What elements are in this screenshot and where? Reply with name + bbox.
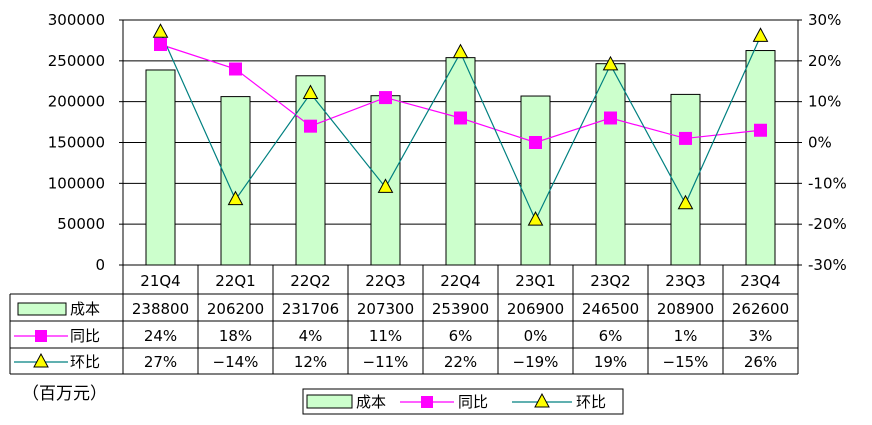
category-label: 22Q1 <box>215 272 255 290</box>
yoy-point <box>679 131 692 145</box>
left-tick-label: 300000 <box>48 11 105 29</box>
right-tick-label: 20% <box>808 52 841 70</box>
left-tick-label: 0 <box>95 256 105 274</box>
legend-key-marker <box>534 392 550 408</box>
table-value: 208900 <box>657 300 714 318</box>
line-series <box>152 23 769 226</box>
category-label: 22Q4 <box>440 272 480 290</box>
yoy-point <box>454 111 467 125</box>
data-table: 21Q4 22Q1 22Q2 22Q3 22Q4 23Q1 23Q2 23Q3 23Q4 成本 23… <box>9 265 799 375</box>
right-tick-label: -20% <box>808 215 847 233</box>
right-tick-label: 10% <box>808 93 841 111</box>
bar <box>295 75 326 266</box>
table-value: 11% <box>369 327 402 345</box>
table-value: −19% <box>513 353 559 371</box>
legend: 成本 同比 环比 <box>302 388 624 415</box>
table-value: 4% <box>299 327 323 345</box>
table-key-bar <box>17 302 67 316</box>
qoq-point <box>677 194 694 210</box>
yoy-point <box>529 136 542 149</box>
qoq-point <box>602 55 619 71</box>
legend-label: 成本 <box>356 393 386 411</box>
table-series-name: 同比 <box>70 327 100 345</box>
table-value: 26% <box>744 353 777 371</box>
table-value: −14% <box>213 353 259 371</box>
category-label: 22Q3 <box>365 272 405 290</box>
yoy-point <box>754 123 767 137</box>
table-value: 206900 <box>507 300 564 318</box>
table-value: 3% <box>749 327 773 345</box>
table-value: 6% <box>449 327 473 345</box>
legend-key-marker <box>421 396 433 408</box>
category-label: 21Q4 <box>140 272 180 290</box>
table-value: 207300 <box>357 300 414 318</box>
yoy-point <box>604 111 617 125</box>
qoq-point <box>452 43 469 59</box>
bar <box>595 63 626 266</box>
table-value: 27% <box>144 353 177 371</box>
bar <box>445 57 476 266</box>
table-value: 0% <box>524 327 548 345</box>
bar <box>520 95 551 266</box>
qoq-point <box>377 178 394 193</box>
qoq-point <box>152 23 169 38</box>
category-label: 23Q3 <box>665 272 705 290</box>
category-label: 23Q2 <box>590 272 630 290</box>
unit-label: （百万元） <box>22 384 107 404</box>
table-value: 24% <box>144 327 177 345</box>
right-tick-label: 30% <box>808 11 841 29</box>
right-tick-label: -30% <box>808 256 847 274</box>
legend-key-bar <box>306 394 353 409</box>
qoq-point <box>227 190 244 206</box>
left-tick-label: 50000 <box>57 215 105 233</box>
yoy-point <box>379 91 392 105</box>
right-tick-label: -10% <box>808 174 847 192</box>
table-value: 18% <box>219 327 252 345</box>
left-tick-label: 100000 <box>48 174 105 192</box>
category-label: 22Q2 <box>290 272 330 290</box>
table-value: 12% <box>294 353 327 371</box>
category-label: 23Q1 <box>515 272 555 290</box>
table-value: 262600 <box>732 300 789 318</box>
qoq-point <box>752 27 769 42</box>
yoy-point <box>229 62 242 76</box>
right-tick-label: 0% <box>808 134 832 152</box>
left-tick-label: 150000 <box>48 134 105 152</box>
table-value: 22% <box>444 353 477 371</box>
left-axis: 0 50000 100000 150000 200000 250000 300000 <box>48 11 123 274</box>
left-tick-label: 250000 <box>48 52 105 70</box>
category-label: 23Q4 <box>740 272 780 290</box>
table-key-marker <box>33 352 49 368</box>
qoq-point <box>302 84 319 99</box>
bar <box>220 96 251 266</box>
table-value: −11% <box>363 353 409 371</box>
right-axis: -30% -20% -10% 0% 10% 20% 30% <box>798 11 847 274</box>
table-value: 1% <box>674 327 698 345</box>
table-value: −15% <box>663 353 709 371</box>
table-value: 253900 <box>432 300 489 318</box>
bar <box>145 69 176 266</box>
table-value: 206200 <box>207 300 264 318</box>
yoy-point <box>304 119 317 133</box>
table-value: 231706 <box>282 300 339 318</box>
yoy-point <box>154 38 167 51</box>
bar <box>745 50 776 266</box>
table-series-name: 环比 <box>70 353 100 371</box>
legend-label: 同比 <box>458 393 488 411</box>
bar-series <box>145 50 776 266</box>
table-key-marker <box>35 330 47 342</box>
legend-label: 环比 <box>576 393 606 411</box>
table-value: 19% <box>594 353 627 371</box>
table-series-name: 成本 <box>70 300 100 318</box>
left-tick-label: 200000 <box>48 93 105 111</box>
table-value: 6% <box>599 327 623 345</box>
table-value: 246500 <box>582 300 639 318</box>
table-value: 238800 <box>132 300 189 318</box>
qoq-point <box>527 211 544 226</box>
